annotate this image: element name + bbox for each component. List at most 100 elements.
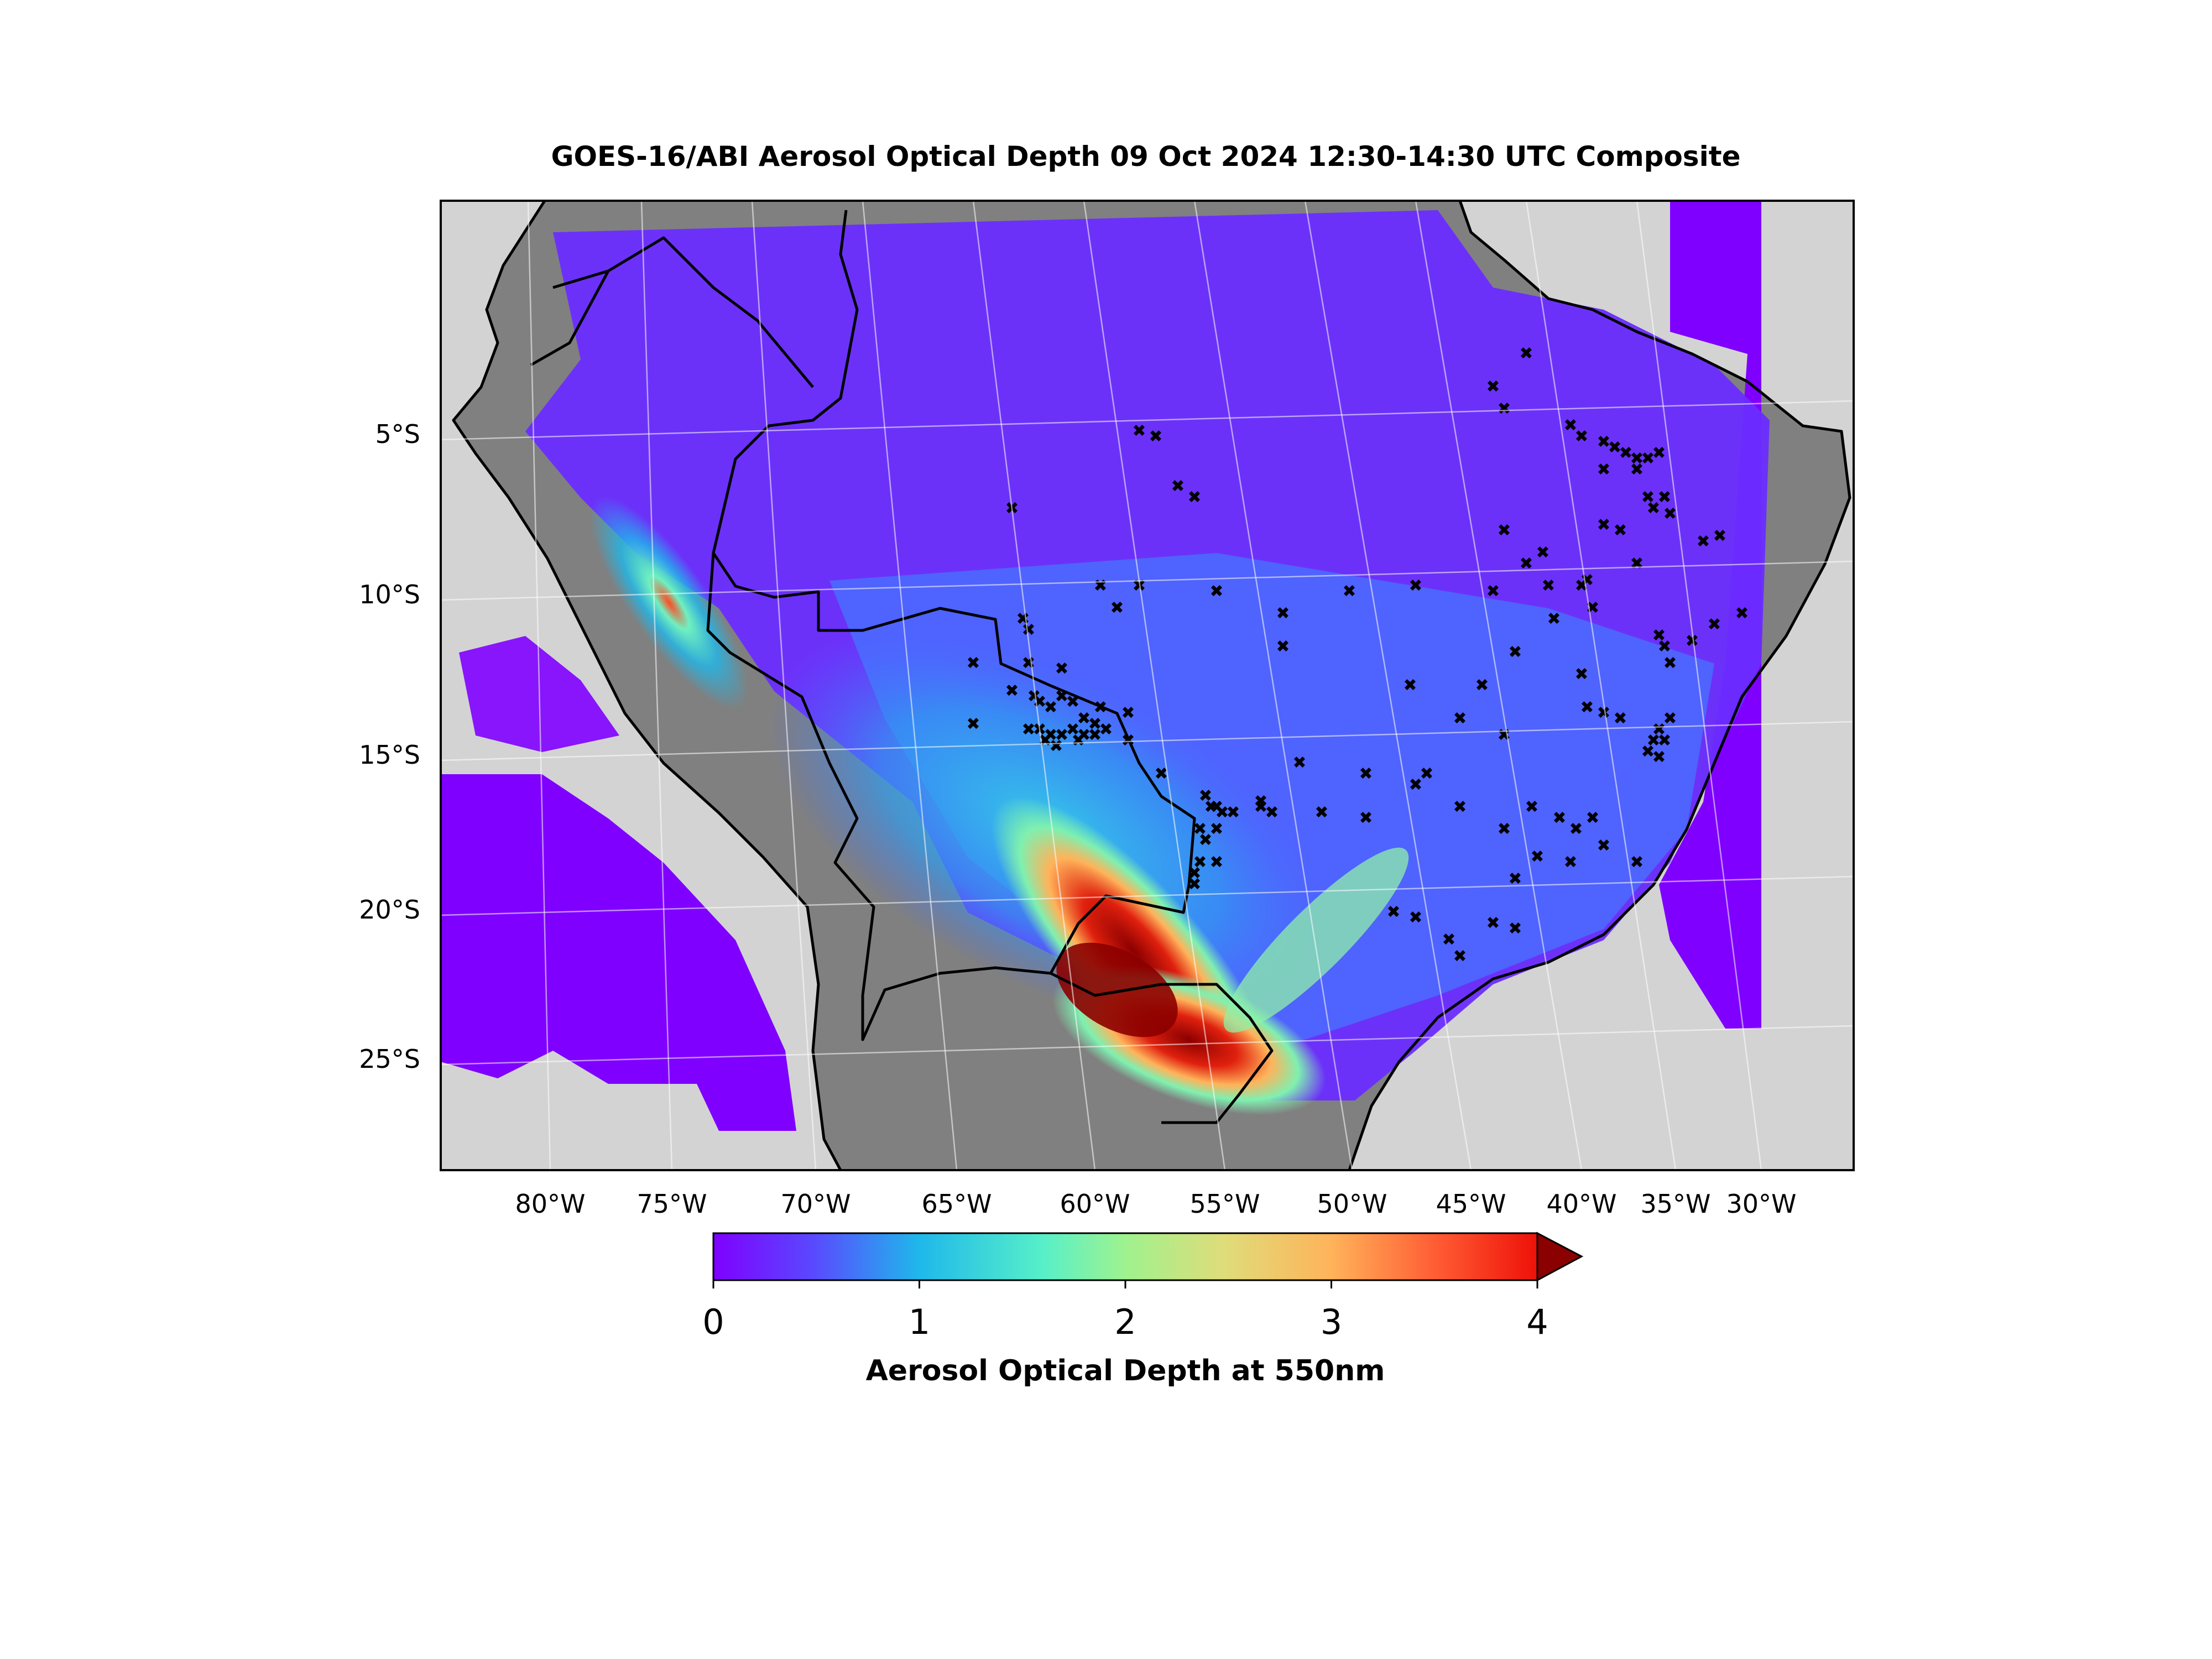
lon-tick-label: 55°W: [1190, 1189, 1260, 1219]
fire-marker: ✖: [1226, 803, 1240, 822]
meridian-line: [1415, 201, 1583, 1170]
fire-marker: ✖: [1696, 532, 1710, 551]
fire-marker: ✖: [1574, 665, 1588, 684]
fire-marker: ✖: [1563, 416, 1577, 435]
fire-marker: ✖: [1408, 775, 1422, 795]
fire-marker: ✖: [1580, 698, 1594, 717]
fire-marker: ✖: [1099, 720, 1113, 739]
colorbar-extend-arrow: [1536, 1232, 1584, 1282]
fire-marker: ✖: [1497, 521, 1511, 540]
fire-marker: ✖: [1652, 626, 1666, 645]
fire-marker: ✖: [1442, 930, 1455, 950]
colorbar-label: Aerosol Optical Depth at 550nm: [866, 1354, 1385, 1387]
fire-marker: ✖: [966, 714, 980, 734]
fire-marker: ✖: [1630, 853, 1644, 872]
fire-marker: ✖: [1265, 803, 1279, 822]
lon-tick-label: 65°W: [921, 1189, 992, 1219]
fire-marker: ✖: [1630, 449, 1644, 468]
fire-marker: ✖: [1403, 676, 1417, 695]
fire-marker: ✖: [1193, 853, 1207, 872]
fire-marker: ✖: [1597, 836, 1610, 855]
lon-tick-label: 45°W: [1436, 1189, 1506, 1219]
fire-marker: ✖: [1735, 604, 1749, 623]
fire-marker: ✖: [1486, 582, 1500, 601]
fire-marker: ✖: [1497, 820, 1511, 839]
andes-plume: [589, 496, 749, 709]
fire-marker: ✖: [1519, 344, 1533, 363]
map-title: GOES-16/ABI Aerosol Optical Depth 09 Oct…: [551, 140, 1740, 173]
longitude-labels: 80°W 75°W 70°W 65°W 60°W 55°W 50°W 45°W 40°W 35°W…: [515, 1189, 1796, 1219]
fire-marker: ✖: [1608, 438, 1621, 457]
fire-marker: ✖: [1497, 726, 1511, 745]
fire-marker: ✖: [1663, 654, 1677, 673]
fire-marker: ✖: [1276, 604, 1290, 623]
lat-tick-label: 25°S: [359, 1044, 420, 1074]
country-borders: [712, 210, 1274, 1124]
fire-marker: ✖: [1171, 477, 1185, 496]
fire-marker: ✖: [1585, 808, 1599, 828]
fire-marker: ✖: [1093, 576, 1107, 596]
lon-tick-label: 50°W: [1317, 1189, 1387, 1219]
map-panel: ✖ ✖ ✖ ✖ ✖ ✖ ✖ ✖ ✖ ✖ ✖ ✖ ✖ ✖ ✖ ✖ ✖ ✖ ✖ ✖ ✖ ✖ ✖ ✖ ✖ ✖ ✖ ✖ ✖ ✖ ✖ ✖ ✖ ✖ ✖ ✖ ✖ ✖ ✖ ✖…: [441, 201, 1854, 1170]
fire-marker: ✖: [1613, 709, 1627, 728]
fire-marker: ✖: [1055, 687, 1068, 706]
fire-marker: ✖: [1597, 432, 1610, 452]
fire-marker: ✖: [1453, 709, 1467, 728]
pacific-aod-patch: [441, 774, 796, 1131]
fire-marker: ✖: [1508, 643, 1522, 662]
fire-marker: ✖: [1110, 598, 1124, 618]
fire-marker: ✖: [1707, 615, 1721, 634]
meridian-line: [862, 201, 958, 1170]
fire-marker: ✖: [1044, 698, 1057, 717]
fire-marker: ✖: [1254, 797, 1267, 817]
fire-marker: ✖: [1630, 460, 1644, 479]
fire-marker: ✖: [1597, 515, 1610, 535]
meridian-line: [527, 201, 551, 1170]
meridian-line: [640, 201, 673, 1170]
meridian-line: [1636, 201, 1762, 1170]
fire-marker: ✖: [1132, 421, 1146, 441]
fire-marker: ✖: [1563, 853, 1577, 872]
fire-marker: ✖: [1093, 698, 1107, 717]
fire-marker: ✖: [1021, 720, 1035, 739]
lon-tick-label: 60°W: [1060, 1189, 1130, 1219]
colorbar: 0 1 2 3 4 Aerosol Optical Depth at 550nm: [702, 1232, 1584, 1387]
fire-marker: ✖: [966, 654, 980, 673]
fire-marker: ✖: [1254, 792, 1267, 811]
fire-marker: ✖: [1613, 521, 1627, 540]
fire-marker: ✖: [1486, 914, 1500, 933]
fire-marker: ✖: [1359, 808, 1373, 828]
fire-marker: ✖: [1453, 797, 1467, 817]
fire-marker: ✖: [1652, 748, 1666, 767]
fire-marker: ✖: [1453, 947, 1467, 966]
fire-marker: ✖: [1044, 726, 1057, 745]
fire-marker: ✖: [1314, 803, 1328, 822]
fire-marker: ✖: [1005, 681, 1019, 701]
fire-marker: ✖: [1657, 731, 1671, 750]
fire-marker: ✖: [1077, 726, 1091, 745]
country-borders-2: [706, 552, 1051, 1041]
fire-marker: ✖: [1646, 499, 1660, 518]
latitude-labels: 5°S 10°S 15°S 20°S 25°S: [359, 419, 420, 1074]
fire-marker: ✖: [1071, 731, 1085, 750]
fire-marker: ✖: [1420, 764, 1433, 784]
fire-marker: ✖: [1525, 797, 1538, 817]
lat-tick-label: 5°S: [375, 419, 420, 449]
lon-tick-label: 80°W: [515, 1189, 585, 1219]
fire-marker: ✖: [1652, 720, 1666, 739]
colorbar-tick-label: 3: [1321, 1302, 1342, 1342]
fire-marker: ✖: [1652, 444, 1666, 463]
fire-marker: ✖: [1187, 488, 1201, 507]
fire-marker: ✖: [1088, 714, 1102, 734]
fire-marker: ✖: [1292, 753, 1306, 773]
fire-marker: ✖: [1663, 504, 1677, 524]
lon-tick-label: 70°W: [780, 1189, 851, 1219]
meridian-line: [1083, 201, 1226, 1170]
fire-marker: ✖: [1016, 609, 1030, 629]
fire-marker: ✖: [1646, 731, 1660, 750]
fire-marker: ✖: [1021, 654, 1035, 673]
fire-marker: ✖: [1657, 637, 1671, 656]
meridian-line: [1193, 201, 1353, 1170]
colorbar-tick-label: 4: [1526, 1302, 1548, 1342]
fire-marker: ✖: [1408, 576, 1422, 596]
